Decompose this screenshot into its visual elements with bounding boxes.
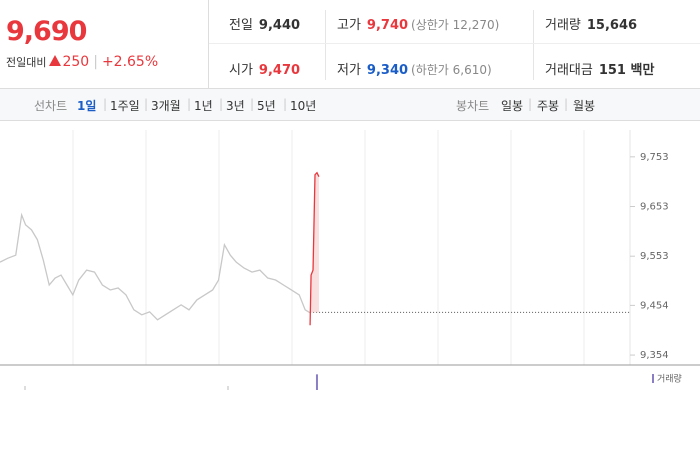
tab-divider: | <box>250 97 255 111</box>
stats-row: 전일 9,440 고가 9,740 (상한가 12,270) 거래량 15,646 <box>209 0 700 44</box>
stat-note: (하한가 6,610) <box>411 63 492 77</box>
price-box: 9,690 전일대비 250 | +2.65% <box>0 0 209 88</box>
change-label: 전일대비 <box>6 56 47 69</box>
stat-label: 거래대금 <box>545 63 593 78</box>
stat-value: 151 백만 <box>598 63 655 78</box>
y-tick-label: 9,553 <box>640 251 669 262</box>
stat-value: 9,440 <box>258 18 301 33</box>
tab[interactable]: 3개월 <box>151 99 181 113</box>
price-line <box>0 212 311 321</box>
stat: 거래대금 151 백만 <box>545 59 654 78</box>
stat: 시가 9,470 <box>229 59 300 78</box>
quote-header: 9,690 전일대비 250 | +2.65% 전일 9,440 고가 9,740 (상한가 … <box>0 0 700 89</box>
legend-swatch <box>652 374 654 383</box>
tab-divider: | <box>564 97 569 111</box>
stat-label: 저가 <box>337 63 361 78</box>
tab-divider: | <box>219 97 224 111</box>
tab[interactable]: 5년 <box>257 99 276 113</box>
stat-value: 9,340 <box>366 63 409 78</box>
tab[interactable]: 1주일 <box>110 99 140 113</box>
up-icon <box>49 55 62 66</box>
stat-value: 9,740 <box>366 18 409 33</box>
stat: 고가 9,740 (상한가 12,270) <box>337 14 499 33</box>
tab-divider: | <box>144 97 149 111</box>
stat-label: 전일 <box>229 18 253 33</box>
stat-value: 15,646 <box>586 18 638 33</box>
tab-divider: | <box>103 97 108 111</box>
tab[interactable]: 주봉 <box>537 99 560 113</box>
tab-group-label: 봉차트 <box>456 99 490 113</box>
tab[interactable]: 월봉 <box>573 99 596 113</box>
stat-label: 거래량 <box>545 18 581 33</box>
divider <box>533 10 534 80</box>
tab-divider: | <box>283 97 288 111</box>
area <box>310 172 319 326</box>
volume-bar <box>315 374 318 390</box>
stat: 거래량 15,646 <box>545 14 637 33</box>
price-change: 전일대비 250 | +2.65% <box>6 54 158 70</box>
y-tick-label: 9,653 <box>640 202 669 213</box>
tab[interactable]: 1년 <box>194 99 213 113</box>
tab[interactable]: 10년 <box>290 99 317 113</box>
stat-note: (상한가 12,270) <box>411 18 500 32</box>
tab-group-label: 선차트 <box>34 99 68 113</box>
tab-divider: | <box>187 97 192 111</box>
divider <box>325 10 326 80</box>
stat: 저가 9,340 (하한가 6,610) <box>337 59 492 78</box>
stat: 전일 9,440 <box>229 14 300 33</box>
stat-label: 시가 <box>229 63 253 78</box>
tab[interactable]: 1일 <box>77 99 97 113</box>
tab[interactable]: 일봉 <box>501 99 524 113</box>
stat-label: 고가 <box>337 18 361 33</box>
chart-tabs: 선차트 1일 | 1주일 | 3개월 | 1년 | 3년 | 5년 | 10년 봉차트 일봉 | 주봉 | 월봉 <box>0 89 700 121</box>
change: 250 <box>62 54 90 70</box>
y-tick-label: 9,354 <box>640 350 669 361</box>
stat-value: 9,470 <box>258 63 301 78</box>
chart: 9,753 9,653 9,553 9,454 9,354 거래량 <box>0 130 700 390</box>
y-tick-label: 9,753 <box>640 152 669 163</box>
divider: | <box>93 54 98 70</box>
price-line <box>309 171 320 326</box>
change-pct: +2.65% <box>101 54 159 70</box>
price: 9,690 <box>6 16 87 47</box>
stats-row: 시가 9,470 저가 9,340 (하한가 6,610) 거래대금 151 백만 <box>209 45 700 88</box>
y-tick-label: 9,454 <box>640 300 669 311</box>
legend-label: 거래량 <box>657 373 682 385</box>
tab-divider: | <box>528 97 533 111</box>
tab[interactable]: 3년 <box>226 99 245 113</box>
